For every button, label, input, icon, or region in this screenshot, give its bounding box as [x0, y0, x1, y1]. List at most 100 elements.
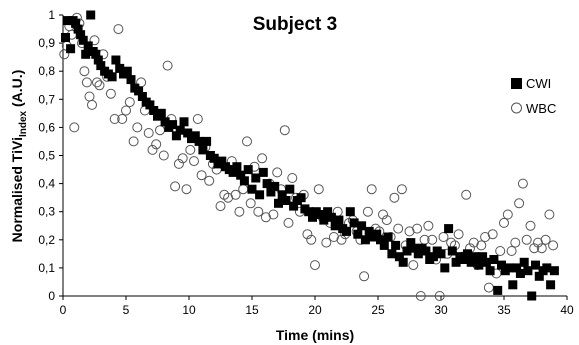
wbc-point [238, 184, 249, 195]
y-tick-label: 0,6 [38, 120, 55, 134]
cwi-point [394, 252, 404, 262]
wbc-point [113, 24, 124, 35]
wbc-point [540, 234, 551, 245]
cwi-point [274, 198, 283, 208]
cwi-point [93, 55, 103, 65]
legend: CWI WBC [511, 76, 556, 116]
cwi-point [515, 269, 525, 278]
wbc-point [151, 139, 162, 150]
cwi-point [126, 75, 136, 85]
wbc-point [313, 184, 324, 195]
y-tick-label: 0,7 [38, 92, 55, 106]
cwi-point [466, 257, 476, 267]
wbc-point [438, 232, 449, 242]
wbc-point [69, 122, 80, 133]
cwi-point [504, 263, 514, 273]
wbc-point [253, 206, 264, 217]
cwi-point [478, 252, 488, 262]
cwi-point [493, 285, 503, 295]
cwi-point [542, 263, 552, 273]
wbc-point [536, 243, 547, 254]
cwi-point [285, 184, 295, 194]
wbc-point [245, 198, 256, 209]
cwi-point [315, 210, 325, 219]
cwi-point [149, 106, 159, 115]
wbc-point [181, 184, 192, 195]
y-tick-label: 0,3 [38, 205, 55, 219]
cwi-point [451, 257, 461, 267]
wbc-point [81, 77, 92, 88]
x-tick-label: 10 [182, 303, 196, 317]
cwi-point [160, 117, 170, 127]
cwi-point [470, 252, 480, 262]
series-cwi [61, 10, 559, 301]
cwi-point [481, 257, 491, 267]
cwi-point [440, 263, 450, 273]
wbc-point [155, 125, 165, 136]
wbc-point [158, 150, 169, 161]
wbc-point [328, 232, 339, 242]
x-tick-label: 35 [497, 303, 511, 317]
wbc-point [105, 88, 116, 99]
wbc-point [170, 181, 181, 192]
cwi-point [239, 176, 249, 186]
wbc-point [499, 217, 509, 228]
cwi-point [512, 263, 522, 273]
wbc-point [336, 234, 347, 245]
cwi-point [156, 108, 166, 118]
cwi-point [342, 226, 351, 236]
wbc-point [434, 291, 445, 301]
wbc-point [362, 206, 373, 217]
y-tick-label: 0,1 [38, 261, 55, 275]
wbc-point [192, 114, 203, 124]
cwi-point [527, 291, 537, 301]
cwi-point [86, 10, 96, 20]
cwi-point [137, 92, 147, 101]
cwi-point [326, 212, 336, 222]
cwi-point [308, 212, 317, 222]
cwi-point [277, 190, 287, 200]
wbc-point [94, 80, 105, 91]
cwi-point [66, 44, 76, 54]
cwi-point [236, 170, 246, 180]
cwi-point [168, 120, 178, 130]
cwi-point [364, 226, 374, 236]
cwi-point [334, 215, 344, 225]
y-tick-label: 0,8 [38, 64, 55, 78]
cwi-point [61, 33, 70, 42]
legend-marker-cwi [511, 78, 522, 89]
wbc-point [476, 240, 487, 251]
wbc-point [173, 158, 184, 169]
cwi-point [175, 125, 185, 135]
wbc-point [468, 237, 479, 248]
wbc-point [412, 223, 423, 234]
wbc-point [132, 122, 143, 133]
wbc-point [517, 178, 528, 189]
cwi-point [546, 280, 556, 290]
wbc-point [404, 226, 415, 237]
legend-marker-wbc [511, 102, 522, 114]
wbc-point [378, 209, 388, 220]
wbc-point [548, 240, 559, 251]
cwi-point [534, 271, 544, 281]
cwi-point [255, 190, 265, 200]
cwi-point [436, 249, 446, 259]
cwi-point [258, 167, 268, 177]
cwi-point [217, 156, 227, 166]
cwi-point [171, 131, 181, 141]
wbc-point [525, 220, 536, 231]
wbc-point [121, 105, 131, 116]
cwi-point [304, 207, 314, 217]
wbc-point [79, 66, 90, 77]
wbc-point [189, 156, 199, 167]
wbc-point [359, 271, 370, 282]
wbc-point [204, 175, 215, 186]
cwi-point [383, 232, 393, 242]
wbc-point [128, 136, 139, 147]
cwi-point [345, 207, 355, 217]
wbc-point [268, 209, 279, 220]
cwi-point [83, 41, 93, 51]
cwi-point [251, 173, 261, 183]
cwi-point [474, 260, 484, 270]
x-axis-label: Time (mins) [276, 327, 354, 343]
